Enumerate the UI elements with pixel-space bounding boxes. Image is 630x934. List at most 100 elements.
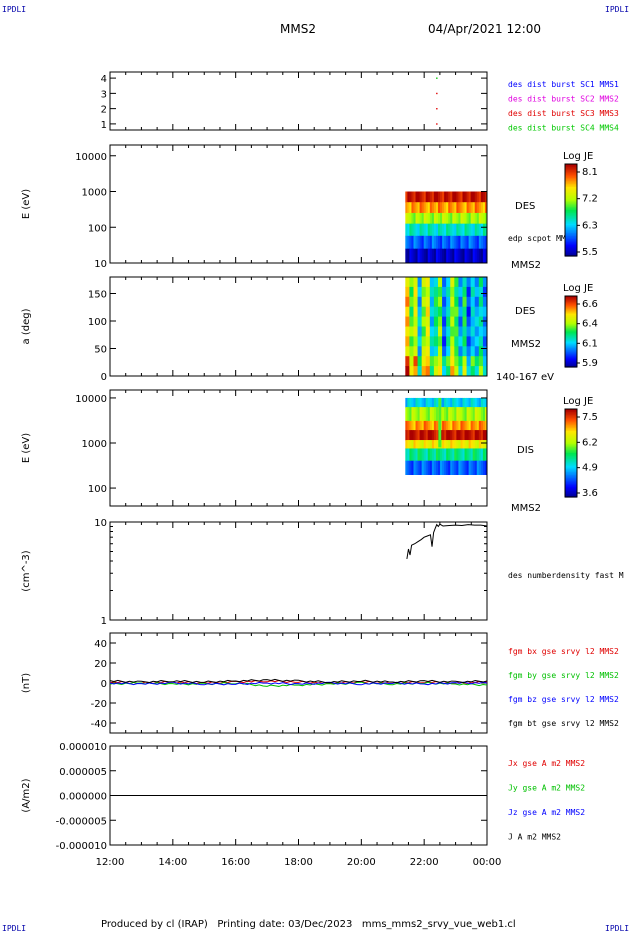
spectrogram-cell [458, 286, 463, 298]
colorbar-cell [565, 252, 577, 256]
colorbar-cell [565, 489, 577, 492]
spectrogram-cell [431, 448, 435, 462]
spectrogram-cell [409, 326, 414, 337]
spectrogram-cell [478, 286, 484, 298]
spectrogram-cell [450, 397, 453, 408]
ylabel-des-pitch: a (deg) [21, 308, 32, 344]
spectrogram-cell [472, 460, 476, 476]
spectrogram-cell [476, 212, 480, 225]
spectrogram-cell [470, 346, 476, 357]
spectrogram-cell [433, 430, 437, 441]
spectrogram-cell [474, 248, 478, 264]
spectrogram-cell [468, 202, 472, 214]
spectrogram-cell [427, 235, 431, 250]
spectrogram-cell [452, 397, 455, 408]
spectrogram-cell [421, 440, 425, 449]
spectrogram-cell [480, 223, 484, 237]
spectrogram-cell [462, 356, 468, 367]
colorbar-cell [565, 358, 577, 361]
spectrogram-cell [480, 212, 484, 225]
spectrogram-cell [429, 277, 435, 288]
spectrogram-cell [429, 191, 433, 203]
spectrogram-cell [407, 235, 410, 250]
colorbar-cell [565, 297, 577, 299]
spectrogram-cell [480, 248, 484, 264]
spectrogram-cell [478, 336, 484, 347]
spectrogram-cell [405, 286, 410, 298]
colorbar-cell [565, 364, 577, 367]
spectrogram-cell [419, 420, 423, 431]
ylabel-density: (cm^-3) [21, 550, 32, 591]
colorbar-cell [565, 171, 577, 174]
spectrogram-cell [446, 316, 451, 327]
colorbar-cell [565, 180, 577, 183]
spectrogram-cell [429, 296, 435, 308]
colorbar-cell [565, 249, 577, 252]
colorbar-cell [565, 491, 577, 494]
spectrogram-cell [413, 248, 417, 264]
spectrogram-cell [470, 336, 476, 347]
spectrogram-cell [413, 316, 419, 327]
colorbar-cell [565, 357, 577, 360]
spectrogram-cell [431, 191, 435, 203]
spectrogram-cell [462, 430, 466, 441]
spectrogram-cell [446, 286, 451, 298]
colorbar-tick-label: 3.6 [582, 488, 598, 499]
spectrogram-cell [464, 448, 468, 462]
spectrogram-cell [466, 223, 470, 237]
spectrogram-cell [446, 448, 449, 462]
spectrogram-cell [427, 440, 431, 449]
spectrogram-cell [476, 223, 480, 237]
spectrogram-cell [452, 407, 455, 422]
spectrogram-cell [413, 366, 419, 377]
panel-frame-0 [109, 71, 488, 131]
spectrogram-cell [454, 316, 459, 327]
spectrogram-cell [466, 277, 472, 288]
spectrogram-cell [478, 316, 484, 327]
spectrogram-cell [474, 223, 478, 237]
spectrogram-cell [442, 420, 445, 431]
spectrogram-cell [417, 235, 421, 250]
x-tick-label: 22:00 [410, 857, 439, 868]
spectrogram-cell [435, 407, 439, 422]
y-tick-label: 1 [101, 120, 107, 131]
spectrogram-cell [437, 336, 443, 347]
spectrogram-cell [456, 223, 459, 237]
spectrogram-cell [478, 306, 484, 318]
spectrogram-cell [446, 366, 451, 377]
spectrogram-cell [482, 286, 488, 298]
spectrogram-cell [458, 397, 461, 408]
spectrogram-cell [468, 460, 472, 476]
spectrogram-cell [409, 397, 412, 408]
spectrogram-cell [478, 460, 482, 476]
spectrogram-cell [413, 212, 417, 225]
spectrogram-cell [429, 248, 433, 264]
colorbar-cell [565, 454, 577, 457]
colorbar-cell [565, 339, 577, 342]
spectrogram-cell [437, 448, 441, 462]
spectrogram-cell [417, 212, 421, 225]
colorbar-cell [565, 210, 577, 213]
colorbar-cell [565, 362, 577, 365]
spectrogram-cell [417, 420, 421, 431]
colorbar-cell [565, 433, 577, 436]
spectrogram-cell [435, 248, 439, 264]
spectrogram-cell [425, 235, 429, 250]
colorbar-cell [565, 451, 577, 454]
spectrogram-cell [466, 366, 472, 377]
spectrogram-cell [446, 326, 451, 337]
spectrogram-cell [429, 460, 433, 476]
spectrogram-cell [448, 430, 451, 441]
spectrogram-cell [446, 440, 449, 449]
spectrogram-cell [444, 235, 447, 250]
spectrogram-cell [421, 202, 425, 214]
spectrogram-cell [482, 202, 486, 214]
colorbar-cell [565, 217, 577, 220]
spectrogram-cell [444, 397, 447, 408]
colorbar-cell [565, 174, 577, 177]
colorbar-cell [565, 306, 577, 309]
spectrogram-cell [484, 212, 488, 225]
spectrogram-cell [419, 223, 423, 237]
spectrogram-cell [421, 336, 427, 347]
spectrogram-cell [413, 460, 417, 476]
